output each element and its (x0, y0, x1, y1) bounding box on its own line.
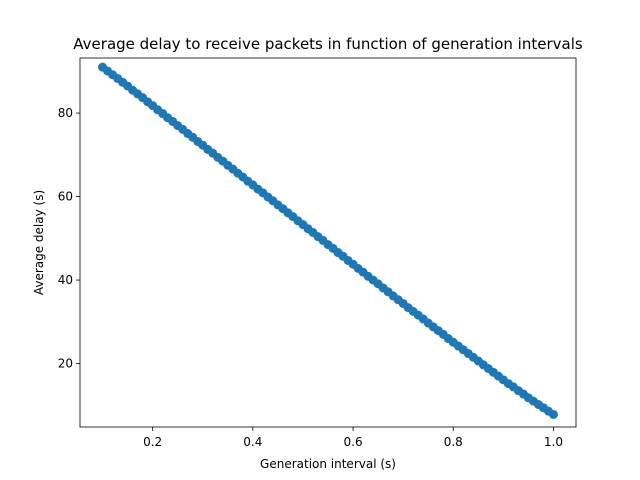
y-tick-label: 60 (58, 190, 73, 204)
x-tick-label: 0.4 (243, 435, 262, 449)
x-axis-ticks: 0.2 0.4 0.6 0.8 1.0 (143, 427, 563, 449)
x-tick-label: 1.0 (544, 435, 563, 449)
y-tick-label: 20 (58, 357, 73, 371)
x-axis-label: Generation interval (s) (260, 457, 396, 471)
data-points (98, 62, 558, 419)
plot-frame (79, 57, 577, 428)
data-point (548, 409, 558, 419)
x-tick-label: 0.2 (143, 435, 162, 449)
x-tick-label: 0.8 (444, 435, 463, 449)
y-tick-label: 40 (58, 273, 73, 287)
chart-title: Average delay to receive packets in func… (73, 35, 583, 53)
y-tick-label: 80 (58, 106, 73, 120)
y-axis-label: Average delay (s) (32, 190, 46, 295)
x-tick-label: 0.6 (344, 435, 363, 449)
y-axis-ticks: 20 40 60 80 (58, 106, 80, 371)
